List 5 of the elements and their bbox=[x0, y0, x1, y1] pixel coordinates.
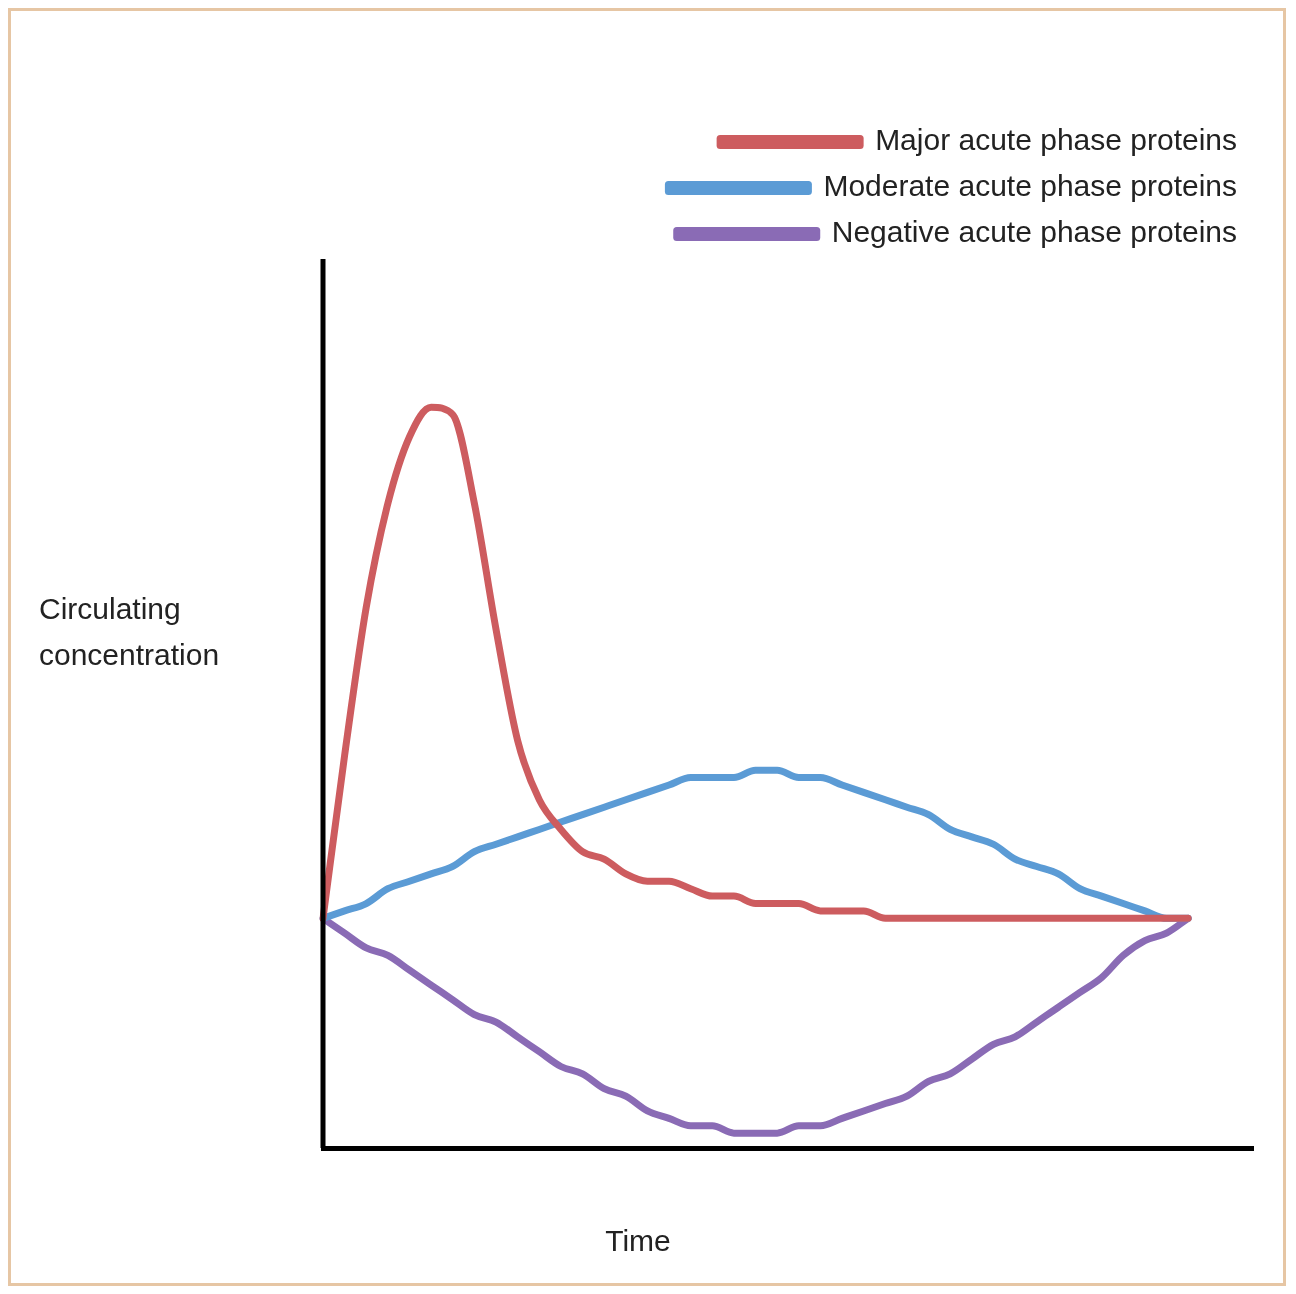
legend-label: Moderate acute phase proteins bbox=[823, 169, 1238, 203]
y-axis-title: Circulating concentration bbox=[39, 592, 220, 672]
legend-label: Negative acute phase proteins bbox=[831, 215, 1237, 249]
legend-label: Major acute phase proteins bbox=[875, 123, 1237, 157]
x-axis-title: Time bbox=[605, 1224, 671, 1258]
